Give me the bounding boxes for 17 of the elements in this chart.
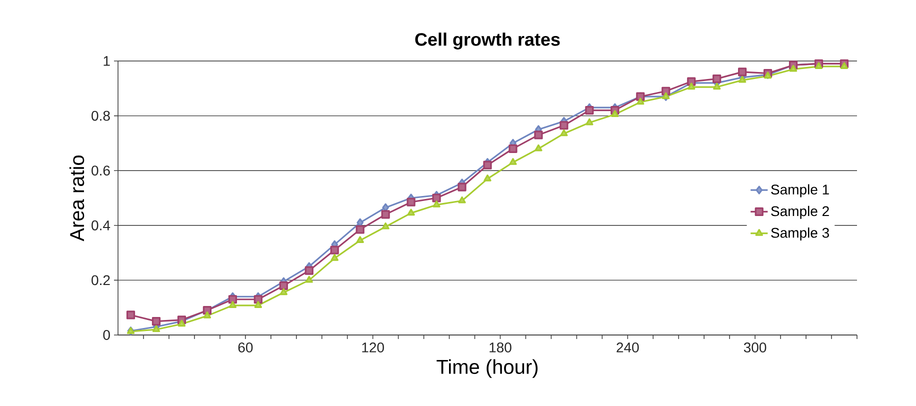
y-tick-label: 0.2 bbox=[92, 275, 110, 286]
x-tick-label: 300 bbox=[744, 342, 766, 352]
legend-label: Sample 2 bbox=[771, 206, 829, 219]
x-tick-label: 180 bbox=[490, 342, 512, 352]
y-tick-label: 0 bbox=[103, 330, 110, 340]
y-tick-label: 0.4 bbox=[92, 220, 110, 230]
x-tick-label: 240 bbox=[616, 342, 639, 352]
y-axis-title: Area ratio bbox=[69, 155, 84, 242]
legend-label: Sample 3 bbox=[771, 228, 829, 241]
x-tick-label: 60 bbox=[238, 342, 253, 352]
y-tick-label: 1 bbox=[104, 56, 110, 66]
chart-title: Cell growth rates bbox=[415, 32, 560, 50]
legend-label: Sample 1 bbox=[771, 184, 829, 198]
y-tick-label: 0.6 bbox=[92, 166, 110, 176]
x-tick-label: 120 bbox=[362, 342, 384, 352]
y-tick-label: 0.8 bbox=[92, 110, 110, 121]
x-axis-title: Time (hour) bbox=[436, 359, 538, 378]
